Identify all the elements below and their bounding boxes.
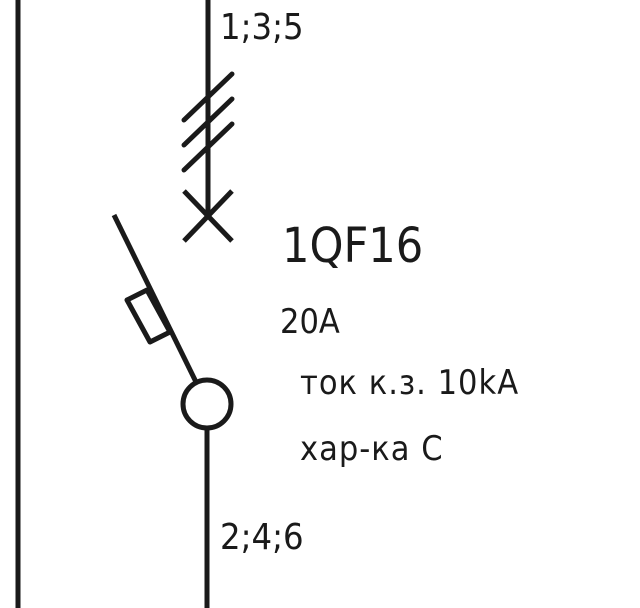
breaker-designation: 1QF16 [282, 218, 424, 274]
short-circuit-current-label: ток к.з. 10kA [300, 363, 520, 403]
thermal-release-box [124, 287, 173, 345]
three-pole-marks [181, 71, 235, 173]
terminals-bottom-label: 2;4;6 [220, 517, 304, 558]
pivot-circle [180, 377, 234, 431]
trip-curve-label: хар-ка C [300, 429, 444, 469]
terminals-top-label: 1;3;5 [220, 7, 304, 48]
breaker-contact-cross [182, 189, 234, 243]
switch-blade [111, 213, 200, 386]
rated-current-label: 20A [280, 302, 340, 342]
